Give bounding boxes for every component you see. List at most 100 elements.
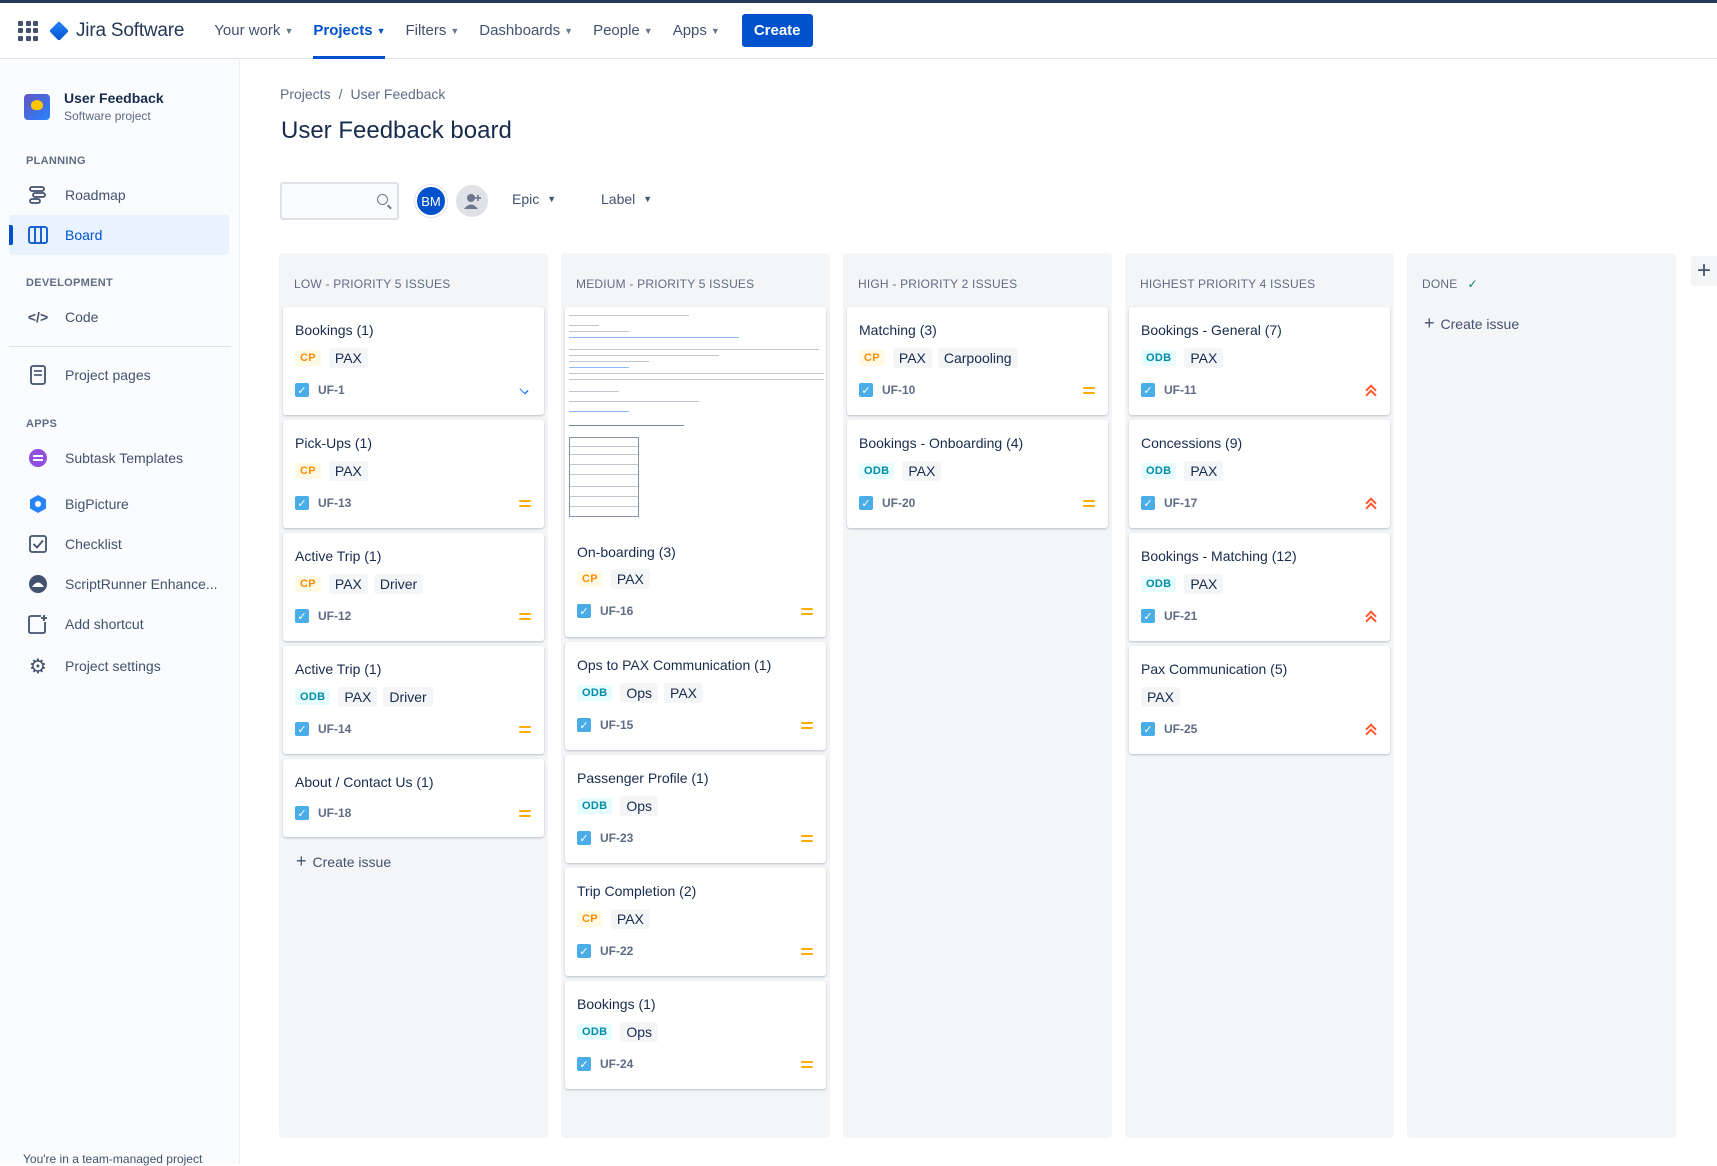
subtask-templates-icon [27,447,49,469]
epic-badge: CP [295,576,321,592]
nav-your-work[interactable]: Your work ▼ [214,3,293,59]
sidebar-item-subtask-templates[interactable]: Subtask Templates [9,438,229,478]
nav-dashboards[interactable]: Dashboards ▼ [479,3,573,59]
section-development: DEVELOPMENT [26,277,114,289]
project-header[interactable]: User Feedback Software project [24,90,164,123]
issue-key[interactable]: UF-15 [600,718,634,732]
checklist-icon [27,533,49,555]
label-filter[interactable]: Label ▼ [601,191,652,207]
issue-key[interactable]: UF-24 [600,1057,634,1071]
attachment-preview [565,307,826,517]
chevron-down-icon: ▼ [564,25,574,36]
board-column: MEDIUM - PRIORITY 5 ISSUES On-boarding (… [561,253,830,1138]
issue-key[interactable]: UF-20 [882,496,916,510]
create-button[interactable]: Create [741,14,813,47]
issue-card[interactable]: Bookings - General (7) ODB PAX ✓ UF-11 [1129,307,1390,415]
add-people-icon[interactable] [456,185,488,217]
issue-card[interactable]: Trip Completion (2) CP PAX ✓ UF-22 [565,868,826,976]
jira-logo[interactable]: Jira Software [49,19,185,42]
issue-card[interactable]: Bookings - Onboarding (4) ODB PAX ✓ UF-20 [847,420,1108,528]
issue-key[interactable]: UF-17 [1164,496,1198,510]
issue-key[interactable]: UF-13 [318,496,352,510]
issue-card[interactable]: Active Trip (1) ODB PAX Driver ✓ UF-14 [283,646,544,754]
issue-card[interactable]: Pax Communication (5) PAX ✓ UF-25 [1129,646,1390,754]
issue-key[interactable]: UF-14 [318,722,352,736]
issue-card[interactable]: Active Trip (1) CP PAX Driver ✓ UF-12 [283,533,544,641]
issue-key[interactable]: UF-12 [318,609,352,623]
column-header: LOW - PRIORITY 5 ISSUES [294,277,451,291]
epic-badge: ODB [859,463,895,479]
epic-badge: CP [295,463,321,479]
label-chip: Ops [620,1022,659,1042]
issue-summary: Pick-Ups (1) [295,435,373,451]
issue-card[interactable]: About / Contact Us (1) ✓ UF-18 [283,759,544,837]
sidebar-item-label: ScriptRunner Enhance... [65,576,218,592]
label-chip: Driver [373,574,424,594]
label-chip: PAX [902,461,942,481]
issue-key[interactable]: UF-23 [600,831,634,845]
nav-projects[interactable]: Projects ▼ [313,3,386,59]
sidebar-item-project-settings[interactable]: ⚙ Project settings [9,646,229,686]
plus-icon: + [1696,257,1711,284]
task-checkbox-icon: ✓ [577,604,591,618]
issue-key[interactable]: UF-25 [1164,722,1198,736]
issue-card[interactable]: Bookings - Matching (12) ODB PAX ✓ UF-21 [1129,533,1390,641]
issue-key[interactable]: UF-21 [1164,609,1198,623]
issue-card[interactable]: Concessions (9) ODB PAX ✓ UF-17 [1129,420,1390,528]
issue-summary: Matching (3) [859,322,937,338]
epic-badge: ODB [577,1024,613,1040]
avatar[interactable]: BM [415,185,447,217]
issue-key[interactable]: UF-1 [318,383,345,397]
nav-apps[interactable]: Apps ▼ [673,3,720,59]
create-issue-button[interactable]: + Create issue [1424,313,1519,334]
sidebar-item-project-pages[interactable]: Project pages [9,355,229,395]
nav-filters[interactable]: Filters ▼ [405,3,459,59]
issue-key[interactable]: UF-11 [1164,383,1197,397]
gear-icon: ⚙ [29,655,47,678]
product-name: Jira Software [76,19,185,41]
sidebar-item-checklist[interactable]: Checklist [9,524,229,564]
issue-key[interactable]: UF-22 [600,944,634,958]
issue-card[interactable]: Bookings (1) CP PAX ✓ UF-1 [283,307,544,415]
priority-low-icon [518,384,532,396]
priority-highest-icon [1364,384,1378,396]
sidebar-item-label: BigPicture [65,496,129,512]
sidebar-item-add-shortcut[interactable]: Add shortcut [9,604,229,644]
breadcrumb-current[interactable]: User Feedback [350,86,446,102]
app-switcher-icon[interactable] [18,20,38,41]
chevron-down-icon: ▼ [547,194,557,204]
label-chip: PAX [1184,348,1224,368]
priority-medium-icon [800,719,814,731]
add-column-button[interactable]: + [1691,256,1717,286]
scriptrunner-icon [27,573,49,595]
search-input[interactable] [280,182,399,220]
chevron-down-icon: ▼ [376,25,386,36]
issue-card[interactable]: Matching (3) CP PAX Carpooling ✓ UF-10 [847,307,1108,415]
section-apps: APPS [26,418,58,430]
issue-card[interactable]: Bookings (1) ODB Ops ✓ UF-24 [565,981,826,1089]
issue-key[interactable]: UF-18 [318,806,352,820]
priority-highest-icon [1364,610,1378,622]
board-column: HIGHEST PRIORITY 4 ISSUES Bookings - Gen… [1125,253,1394,1138]
issue-key[interactable]: UF-10 [882,383,916,397]
column-header: HIGH - PRIORITY 2 ISSUES [858,277,1018,291]
sidebar-item-scriptrunner[interactable]: ScriptRunner Enhance... [9,564,229,604]
nav-people[interactable]: People ▼ [593,3,653,59]
issue-card[interactable]: On-boarding (3) CP PAX ✓ UF-16 [565,307,826,637]
issue-card[interactable]: Ops to PAX Communication (1) ODB Ops PAX ✓… [565,642,826,750]
create-issue-button[interactable]: + Create issue [296,851,391,872]
issue-key[interactable]: UF-16 [600,604,634,618]
label-chip: PAX [1184,461,1224,481]
label-chip: PAX [1184,574,1224,594]
epic-filter[interactable]: Epic ▼ [512,191,556,207]
label-chip: PAX [328,461,368,481]
issue-card[interactable]: Passenger Profile (1) ODB Ops ✓ UF-23 [565,755,826,863]
code-icon: </> [27,309,49,325]
sidebar-item-code[interactable]: </> Code [9,297,229,337]
sidebar-item-board[interactable]: Board [9,215,229,255]
check-icon: ✓ [1467,277,1478,291]
sidebar-item-roadmap[interactable]: Roadmap [9,175,229,215]
breadcrumb-projects[interactable]: Projects [280,86,331,102]
issue-card[interactable]: Pick-Ups (1) CP PAX ✓ UF-13 [283,420,544,528]
sidebar-item-bigpicture[interactable]: BigPicture [9,484,229,524]
